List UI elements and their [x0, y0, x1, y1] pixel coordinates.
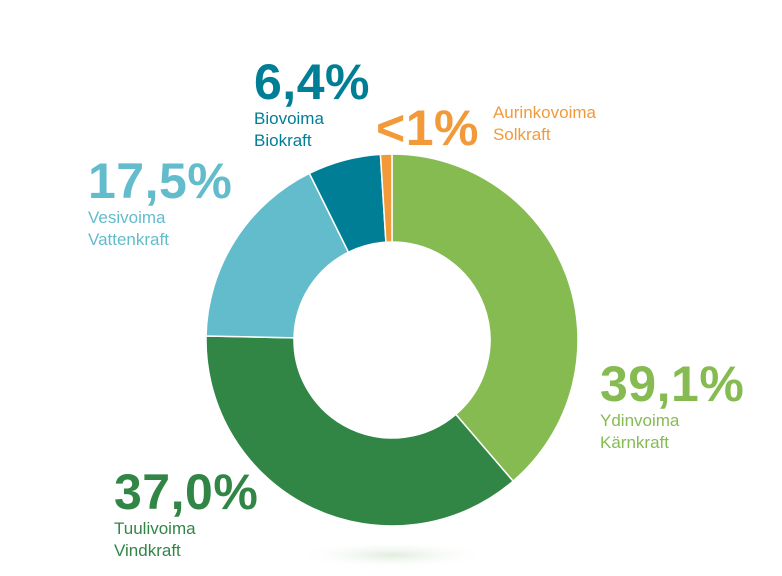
- slice-names: Aurinkovoima Solkraft: [493, 102, 596, 146]
- slice-aurinkovoima: [379, 153, 393, 243]
- slice-label-biovoima: 6,4% Biovoima Biokraft: [254, 56, 370, 152]
- slice-name-fi: Vesivoima: [88, 208, 166, 227]
- slice-label-ydinvoima: 39,1% Ydinvoima Kärnkraft: [600, 358, 744, 454]
- slice-ydinvoima: [391, 153, 579, 483]
- donut-slices: [205, 153, 579, 527]
- slice-label-tuulivoima: 37,0% Tuulivoima Vindkraft: [114, 466, 258, 562]
- slice-name-sv: Biokraft: [254, 131, 312, 150]
- slice-name-sv: Solkraft: [492, 125, 551, 144]
- slice-label-aurinkovoima: <1% Aurinkovoima Solkraft: [376, 102, 596, 154]
- slice-tuulivoima: [205, 335, 515, 527]
- slice-name-fi: Ydinvoima: [600, 411, 680, 430]
- data-label: 17,5%: [88, 153, 233, 209]
- data-label: 6,4%: [254, 54, 370, 110]
- data-label: 39,1%: [600, 356, 745, 412]
- data-label: <1%: [376, 100, 479, 156]
- slice-name-sv: Vattenkraft: [88, 230, 169, 249]
- slice-name-fi: Aurinkovoima: [492, 103, 596, 122]
- slice-name-sv: Vindkraft: [114, 541, 181, 560]
- slice-name-fi: Tuulivoima: [114, 519, 196, 538]
- slice-name-sv: Kärnkraft: [600, 433, 669, 452]
- slice-name-fi: Biovoima: [254, 109, 324, 128]
- chart-floor-shadow: [292, 541, 492, 569]
- data-label: 37,0%: [114, 464, 259, 520]
- slice-vesivoima: [205, 172, 350, 339]
- slice-label-vesivoima: 17,5% Vesivoima Vattenkraft: [88, 155, 232, 251]
